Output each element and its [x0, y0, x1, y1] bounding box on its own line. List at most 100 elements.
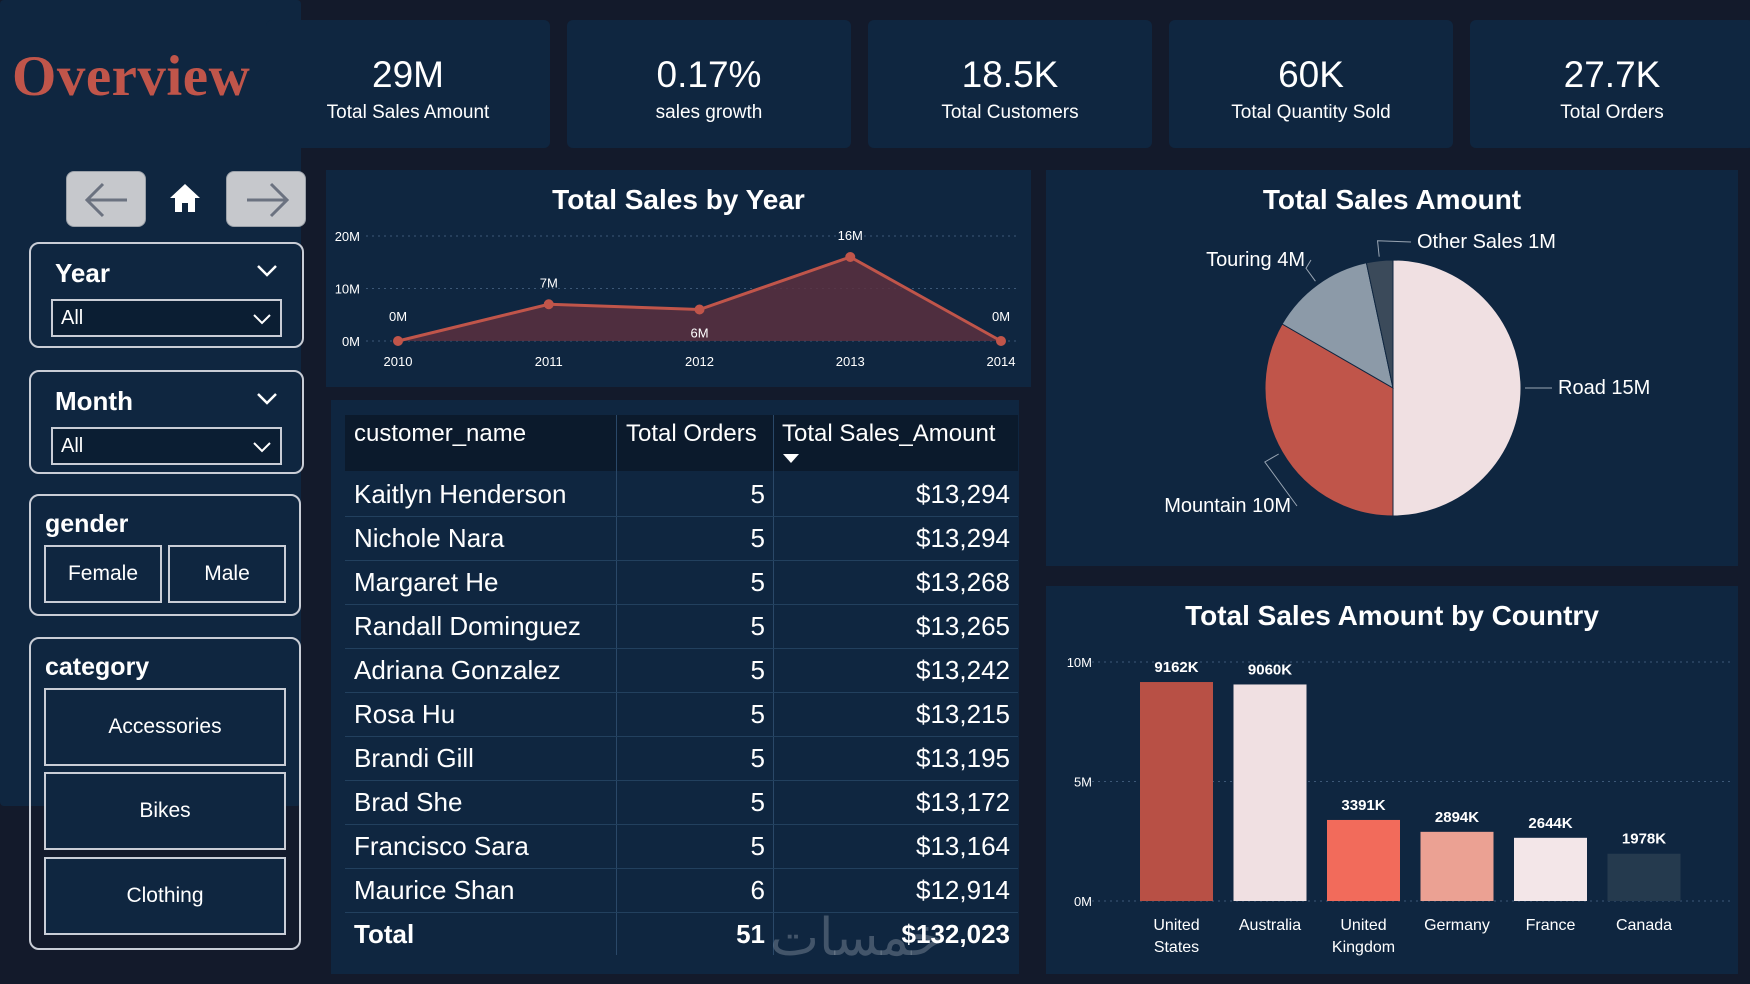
kpi-value: 29M	[372, 54, 444, 95]
kpi-card-sales: 29M Total Sales Amount	[266, 20, 550, 148]
cell-total-sales-amount: $132,023	[901, 919, 1010, 949]
table-row[interactable]	[345, 561, 1018, 605]
kpi-card-customers: 18.5K Total Customers	[868, 20, 1152, 148]
kpi-label: Total Customers	[941, 102, 1079, 123]
data-point	[393, 336, 403, 346]
sales-by-year-title: Total Sales by Year	[552, 184, 805, 215]
bar	[1514, 837, 1587, 901]
cell-customer-name: Randall Dominguez	[354, 611, 581, 641]
month-slicer: Month All	[29, 370, 304, 474]
year-dropdown-value: All	[61, 307, 84, 329]
filter-sidebar	[0, 0, 301, 806]
cell-customer-name: Francisco Sara	[354, 831, 529, 861]
cell-customer-name: Total	[354, 919, 415, 949]
month-dropdown[interactable]: All	[51, 427, 282, 465]
arrow-left-icon	[84, 182, 127, 218]
chevron-down-icon	[253, 442, 271, 453]
pie-slice	[1264, 323, 1394, 517]
chevron-down-icon[interactable]	[256, 392, 278, 406]
forward-button[interactable]	[226, 171, 306, 227]
x-tick-label: States	[1154, 939, 1199, 956]
data-label: 9060K	[1248, 661, 1292, 678]
month-dropdown-value: All	[61, 435, 84, 457]
column-header-total-orders[interactable]: Total Orders	[626, 420, 757, 447]
table-row[interactable]	[345, 781, 1018, 825]
cell-customer-name: Nichole Nara	[354, 523, 505, 553]
leader-line	[1305, 259, 1316, 282]
table-row[interactable]	[345, 517, 1018, 561]
category-clothing-button[interactable]: Clothing	[44, 857, 286, 935]
table-row[interactable]	[345, 473, 1018, 517]
data-label: 2894K	[1435, 809, 1479, 826]
home-button[interactable]	[168, 180, 202, 216]
x-tick-label: United	[1153, 917, 1199, 934]
sales-by-category-title: Total Sales Amount	[1262, 184, 1522, 215]
kpi-value: 27.7K	[1563, 54, 1661, 95]
sales-by-year-panel	[326, 170, 1031, 387]
column-header-total-sales-amount[interactable]: Total Sales_Amount	[782, 420, 996, 447]
category-bikes-button[interactable]: Bikes	[44, 772, 286, 850]
data-label: 1978K	[1622, 831, 1666, 848]
table-row[interactable]	[345, 825, 1018, 869]
pie-slice	[1392, 259, 1522, 517]
bar	[1327, 819, 1400, 901]
year-slicer-title: Year	[55, 258, 110, 288]
kpi-label: Total Orders	[1560, 102, 1664, 123]
y-tick-label: 0M	[342, 334, 360, 349]
kpi-card-growth: 0.17% sales growth	[567, 20, 851, 148]
year-dropdown[interactable]: All	[51, 299, 282, 337]
cell-total-orders: 5	[750, 743, 765, 773]
cell-customer-name: Kaitlyn Henderson	[354, 479, 567, 509]
cell-total-sales-amount: $13,268	[916, 567, 1010, 597]
back-button[interactable]	[66, 171, 146, 227]
sales-by-country-chart: 0M 5M 10M 9162K United States 9060K Australia 33…	[1067, 655, 1734, 956]
column-header-customer-name[interactable]: customer_name	[354, 420, 527, 447]
cell-total-sales-amount: $13,215	[916, 699, 1010, 729]
year-slicer: Year All	[29, 242, 304, 348]
chevron-down-icon	[253, 314, 271, 325]
table-row[interactable]	[345, 649, 1018, 693]
gender-female-button[interactable]: Female	[44, 545, 162, 603]
cell-total-sales-amount: $13,265	[916, 611, 1010, 641]
slice-label: Other Sales 1M	[1417, 231, 1556, 253]
cell-total-sales-amount: $13,195	[916, 743, 1010, 773]
gender-male-button[interactable]: Male	[168, 545, 286, 603]
gender-slicer-title: gender	[45, 510, 129, 538]
table-row[interactable]	[345, 869, 1018, 913]
cell-total-sales-amount: $13,164	[916, 831, 1010, 861]
cell-total-orders: 5	[750, 655, 765, 685]
chevron-down-icon[interactable]	[256, 264, 278, 278]
x-tick-label: Germany	[1424, 917, 1490, 934]
y-tick-label: 0M	[1074, 894, 1092, 909]
cell-total-orders: 5	[750, 567, 765, 597]
bar	[1140, 682, 1213, 901]
cell-total-orders: 51	[736, 919, 765, 949]
cell-total-sales-amount: $13,172	[916, 787, 1010, 817]
x-tick-label: 2014	[987, 354, 1016, 369]
cell-customer-name: Rosa Hu	[354, 699, 456, 729]
sort-descending-icon	[783, 454, 799, 463]
data-label: 3391K	[1341, 797, 1385, 814]
table-row[interactable]	[345, 605, 1018, 649]
x-tick-label: Canada	[1616, 917, 1672, 934]
x-tick-label: United	[1340, 917, 1386, 934]
slice-label: Road 15M	[1558, 377, 1650, 399]
pie-slice	[1281, 262, 1394, 389]
bar	[1420, 831, 1494, 901]
table-row[interactable]	[345, 737, 1018, 781]
cell-total-orders: 6	[750, 875, 765, 905]
data-label: 2644K	[1528, 815, 1572, 832]
cell-total-sales-amount: $12,914	[916, 875, 1010, 905]
table-row[interactable]	[345, 693, 1018, 737]
kpi-label: sales growth	[655, 102, 763, 123]
x-tick-label: France	[1526, 917, 1576, 934]
category-accessories-button[interactable]: Accessories	[44, 688, 286, 766]
sales-by-year-chart: 0M 10M 20M 0M 2010 7M 2011 6M 2012 16M 2013 0M 2014	[335, 228, 1016, 369]
pie-slice	[1365, 259, 1394, 389]
area-fill	[398, 257, 1001, 341]
data-point	[543, 299, 554, 310]
kpi-value: 60K	[1278, 54, 1344, 95]
data-point	[996, 336, 1006, 346]
x-tick-label: 2013	[836, 354, 865, 369]
kpi-card-quantity: 60K Total Quantity Sold	[1169, 20, 1453, 148]
